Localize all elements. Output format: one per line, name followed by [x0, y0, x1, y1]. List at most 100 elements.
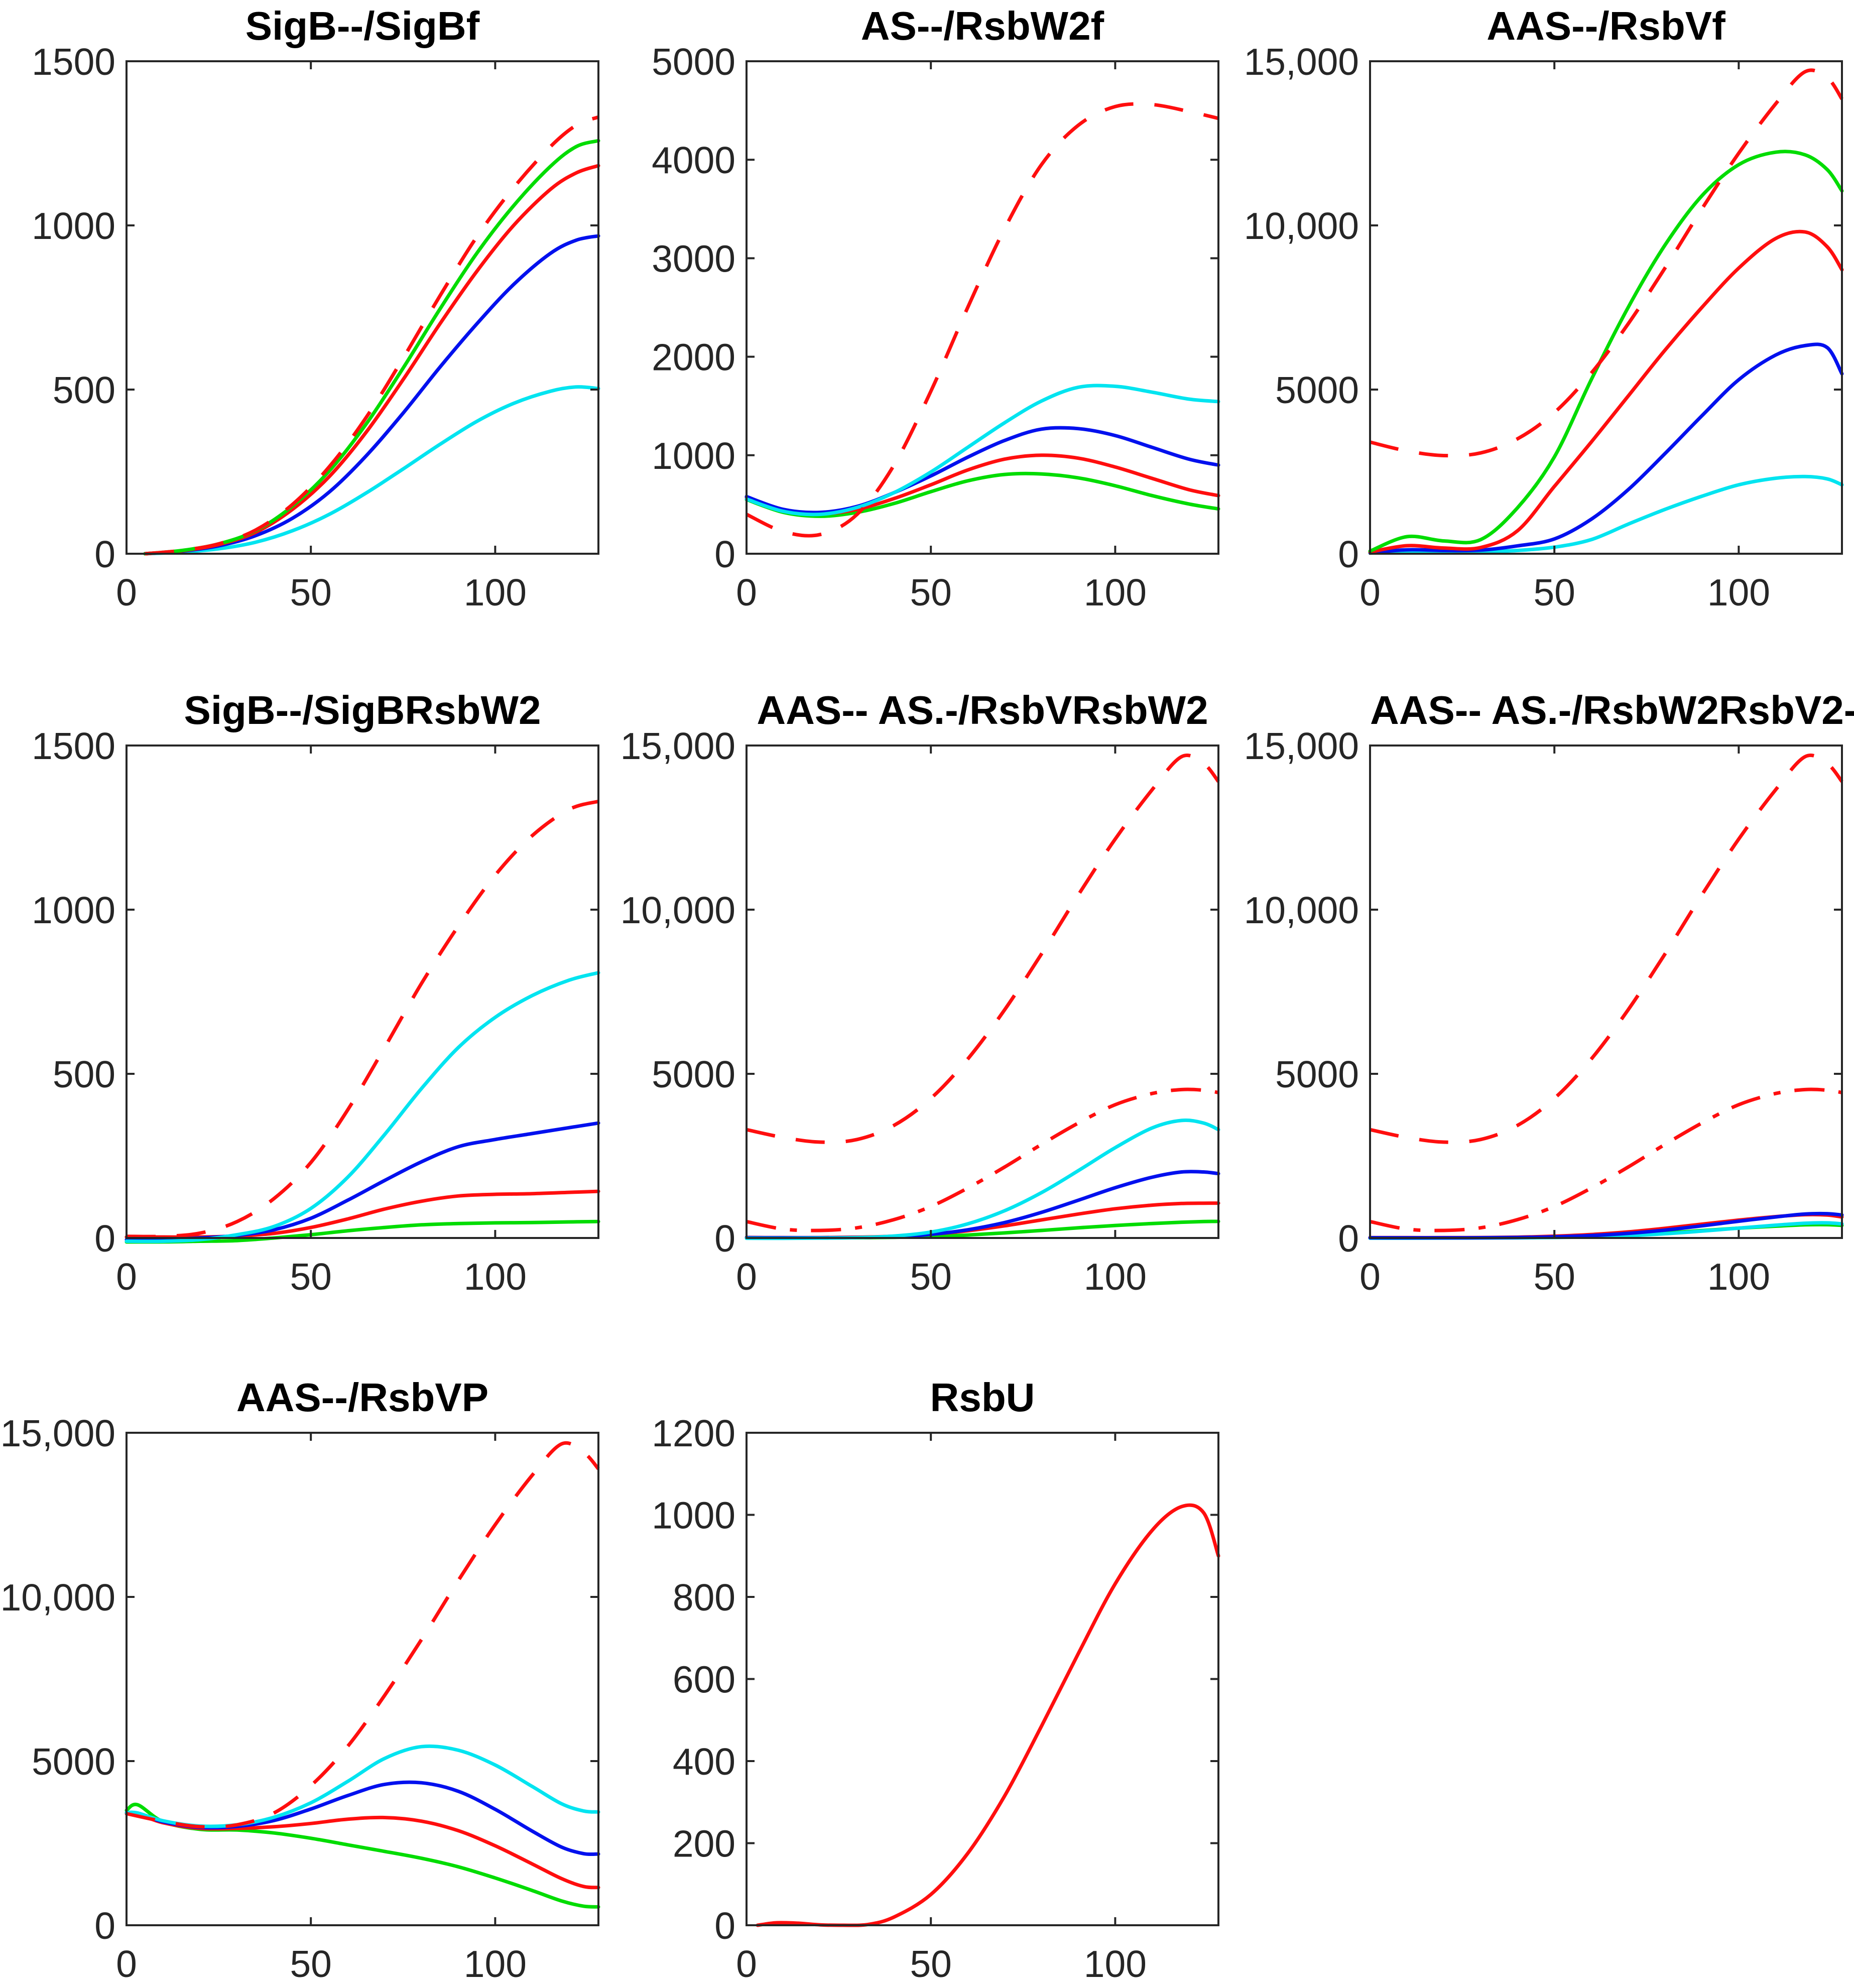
x-tick-label: 50: [1533, 1256, 1575, 1298]
x-tick-label: 100: [464, 571, 527, 613]
red-dashed-curve: [1370, 754, 1843, 1144]
cyan-solid-curve: [143, 385, 600, 556]
y-tick-label: 5000: [652, 1053, 735, 1095]
y-tick-label: 1000: [32, 889, 115, 931]
x-tick-label: 0: [116, 1943, 137, 1985]
y-tick-label: 0: [94, 533, 115, 575]
y-tick-label: 0: [94, 1905, 115, 1947]
y-tick-label: 15,000: [1, 1412, 115, 1454]
cyan-solid-curve: [125, 1744, 600, 1828]
axis-box: [126, 60, 599, 555]
x-tick-label: 0: [736, 571, 757, 613]
red-dashed-curve: [1370, 68, 1843, 458]
x-tick-label: 100: [1707, 1256, 1770, 1298]
plot-canvas: 0 50 100 0 5000 10,000 15,000: [1, 1412, 600, 1985]
plot-canvas: 0 50 100 0 5000 10,000 15,000: [1244, 41, 1844, 613]
subplot-as-rsbw2f: 0 50 100 0 1000 2000 3000 4000 5000 AS--/RsbW2f: [616, 0, 1239, 636]
y-tick-label: 10,000: [621, 889, 735, 931]
x-tick-label: 50: [910, 1943, 951, 1985]
y-tick-label: 0: [714, 1905, 735, 1947]
green-solid-curve: [745, 471, 1220, 518]
cyan-solid-curve: [125, 971, 600, 1244]
plot-title: SigB--/SigBRsbW2: [184, 688, 541, 732]
axis-box: [126, 744, 599, 1239]
x-tick-label: 100: [464, 1943, 527, 1985]
y-tick-label: 10,000: [1244, 889, 1359, 931]
subplot-aas-as-rsbvrsbw2: 0 50 100 0 5000 10,000 15,000 AAS-- AS.-/RsbVR…: [616, 683, 1239, 1320]
blue-solid-curve: [1368, 342, 1844, 555]
plot-canvas: 0 50 100 0 5000 10,000 15,000: [1244, 725, 1844, 1298]
y-tick-label: 10,000: [1, 1576, 115, 1619]
x-tick-label: 100: [1084, 571, 1147, 613]
plot-title: RsbU: [930, 1375, 1035, 1420]
y-tick-label: 5000: [1275, 369, 1359, 411]
x-tick-label: 0: [1359, 571, 1381, 613]
red-solid-curve: [745, 453, 1220, 516]
y-tick-label: 2000: [652, 336, 735, 379]
axis-box: [1369, 744, 1843, 1239]
y-tick-label: 500: [53, 1053, 115, 1095]
red-solid-curve: [1368, 229, 1844, 554]
y-tick-label: 5000: [1275, 1053, 1359, 1095]
x-tick-label: 50: [290, 1943, 331, 1985]
blue-solid-curve: [745, 426, 1220, 515]
subplot-aas-rsbvf: 0 50 100 0 5000 10,000 15,000 AAS--/RsbVf: [1240, 0, 1854, 636]
subplot-sigb-sigbf: 0 50 100 0 500 1000 1500 SigB--/SigBf: [0, 0, 619, 636]
axis-box: [746, 1432, 1219, 1926]
y-tick-label: 600: [673, 1659, 735, 1701]
axis-box: [126, 1432, 599, 1926]
y-tick-label: 1200: [652, 1412, 735, 1454]
y-tick-label: 15,000: [1244, 41, 1359, 83]
y-tick-label: 0: [714, 1217, 735, 1260]
blue-solid-curve: [143, 234, 600, 556]
axis-box: [1369, 60, 1843, 555]
y-tick-label: 1500: [32, 725, 115, 767]
plot-title: SigB--/SigBf: [245, 4, 480, 48]
plot-canvas: 0 50 100 0 5000 10,000 15,000: [621, 725, 1220, 1298]
x-tick-label: 0: [736, 1943, 757, 1985]
red-dashed-curve: [126, 799, 599, 1238]
plot-title: AAS-- AS.-/RsbVRsbW2: [757, 688, 1208, 732]
x-tick-label: 0: [116, 571, 137, 613]
red-dashed-curve: [746, 102, 1219, 538]
y-tick-label: 500: [53, 369, 115, 411]
x-tick-label: 50: [910, 571, 951, 613]
x-tick-label: 0: [736, 1256, 757, 1298]
subplot-sigb-sigbrsbw2: 0 50 100 0 500 1000 1500 SigB--/SigBRsbW2: [0, 683, 619, 1320]
red-dashdot-curve: [1370, 1087, 1842, 1232]
x-tick-label: 100: [1707, 571, 1770, 613]
subplot-aas-rsbvp: 0 50 100 0 5000 10,000 15,000 AAS--/RsbVP: [0, 1370, 619, 1988]
x-tick-label: 0: [116, 1256, 137, 1298]
red-dashed-curve: [145, 115, 599, 556]
green-solid-curve: [125, 1219, 600, 1244]
subplot-rsbu: 0 50 100 0 200 400 600 800 1000 1200 RsbU: [616, 1370, 1239, 1988]
red-dashed-curve: [746, 754, 1220, 1144]
x-tick-label: 50: [290, 571, 331, 613]
plot-title: AS--/RsbW2f: [860, 4, 1104, 48]
cyan-solid-curve: [745, 384, 1220, 517]
red-dashdot-curve: [746, 1087, 1219, 1232]
x-tick-label: 0: [1359, 1256, 1381, 1298]
x-tick-label: 50: [290, 1256, 331, 1298]
y-tick-label: 1000: [32, 205, 115, 247]
green-solid-curve: [1368, 150, 1844, 553]
y-tick-label: 5000: [652, 41, 735, 83]
plot-title: AAS--/RsbVP: [236, 1375, 489, 1420]
y-tick-label: 10,000: [1244, 205, 1359, 247]
y-tick-label: 0: [94, 1217, 115, 1260]
y-tick-label: 15,000: [621, 725, 735, 767]
axis-box: [746, 60, 1219, 555]
y-tick-label: 1000: [652, 435, 735, 477]
axis-box: [746, 744, 1219, 1239]
y-tick-label: 0: [1338, 1217, 1359, 1260]
y-tick-label: 800: [673, 1576, 735, 1619]
green-solid-curve: [143, 139, 600, 556]
plot-title: AAS-- AS.-/RsbW2RsbV2-: [1370, 688, 1854, 732]
y-tick-label: 15,000: [1244, 725, 1359, 767]
red-solid-curve: [143, 164, 600, 556]
